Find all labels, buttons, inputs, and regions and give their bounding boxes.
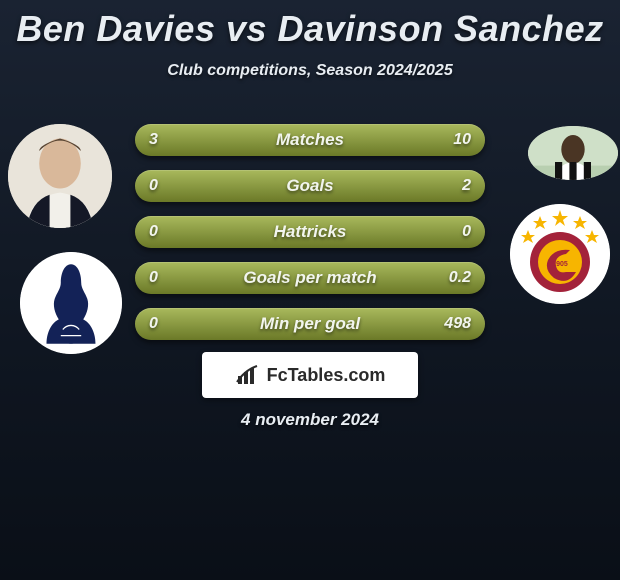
stat-row-matches: 3 Matches 10 [135, 124, 485, 156]
brand-badge: FcTables.com [202, 352, 418, 398]
stat-label: Goals [135, 176, 485, 196]
stat-right-value: 0.2 [449, 269, 471, 287]
player-right-avatar [528, 126, 618, 180]
stat-label: Hattricks [135, 222, 485, 242]
stat-left-value: 0 [149, 315, 158, 333]
stat-left-value: 0 [149, 269, 158, 287]
stat-label: Goals per match [135, 268, 485, 288]
stat-row-min-per-goal: 0 Min per goal 498 [135, 308, 485, 340]
stat-left-value: 0 [149, 177, 158, 195]
stat-row-goals-per-match: 0 Goals per match 0.2 [135, 262, 485, 294]
club-right-badge: 1905 [510, 204, 610, 304]
stat-label: Matches [135, 130, 485, 150]
stat-right-value: 0 [462, 223, 471, 241]
stat-right-value: 2 [462, 177, 471, 195]
subtitle: Club competitions, Season 2024/2025 [0, 62, 620, 80]
stat-right-value: 10 [453, 131, 471, 149]
brand-text: FcTables.com [267, 365, 386, 386]
chart-bar-icon [235, 362, 261, 388]
player-left-avatar [8, 124, 112, 228]
stat-row-goals: 0 Goals 2 [135, 170, 485, 202]
stats-table: 3 Matches 10 0 Goals 2 0 Hattricks 0 0 G… [135, 124, 485, 354]
svg-text:1905: 1905 [552, 261, 568, 268]
stat-row-hattricks: 0 Hattricks 0 [135, 216, 485, 248]
page-title: Ben Davies vs Davinson Sanchez [0, 0, 620, 50]
club-left-badge [20, 252, 122, 354]
stat-right-value: 498 [444, 315, 471, 333]
date-text: 4 november 2024 [0, 410, 620, 430]
stat-left-value: 0 [149, 223, 158, 241]
stat-left-value: 3 [149, 131, 158, 149]
stat-label: Min per goal [135, 314, 485, 334]
